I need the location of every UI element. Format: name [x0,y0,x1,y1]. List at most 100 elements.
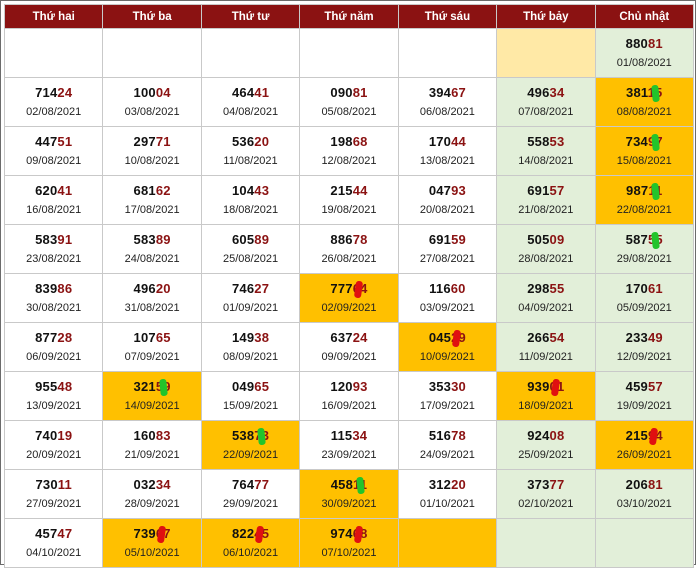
calendar-row: 95548 13/09/2021 32159 14/09/2021 04965 15/09… [3,371,695,421]
result-date: 03/10/2021 [616,498,672,510]
result-number: 58755 [596,232,693,248]
result-number-head: 730 [35,477,58,492]
result-number-head: 637 [330,330,353,345]
result-number-tail: 59 [451,232,466,247]
result-number-tail: 44 [352,183,368,198]
result-date: 01/10/2021 [419,498,475,510]
day-cell: 11660 03/09/2021 [397,273,498,323]
result-number-tail: 81 [647,36,663,51]
day-cell: 10443 18/08/2021 [200,175,301,225]
result-number: 51678 [399,428,496,444]
result-number-tail: 43 [254,183,270,198]
result-number-head: 558 [527,134,550,149]
result-number-head: 458 [330,477,354,492]
result-number: 55853 [497,134,594,150]
result-date: 02/10/2021 [518,498,574,510]
result-number: 74627 [202,281,299,297]
result-number-head: 974 [330,526,353,541]
empty-day-cell [397,28,498,78]
result-date: 14/08/2021 [518,155,574,167]
result-number-head: 045 [428,330,452,345]
result-date: 29/08/2021 [616,253,672,265]
day-cell: 45747 04/10/2021 [3,518,104,568]
result-number-head: 939 [527,379,550,394]
result-number-head: 740 [35,428,58,443]
result-number-head: 215 [330,183,353,198]
result-number: 31220 [399,477,496,493]
result-number-head: 321 [133,379,156,394]
calendar-body: 88081 01/08/2021 71424 02/08/2021 10004 03/08… [3,28,695,568]
result-number: 98711 [596,183,693,199]
day-cell: 29771 10/08/2021 [102,126,202,176]
empty-day-cell [299,28,399,78]
result-date: 26/09/2021 [616,449,672,461]
day-cell: 04965 15/09/2021 [200,371,301,421]
day-cell: 58391 23/08/2021 [3,224,104,274]
result-date: 05/10/2021 [124,547,180,559]
result-number: 32159 [103,379,200,395]
header-monday: Thứ hai [3,4,104,29]
day-cell: 53873 22/09/2021 [200,420,301,470]
result-date: 30/08/2021 [26,302,82,314]
result-number-head: 955 [35,379,58,394]
day-cell: 10004 03/08/2021 [102,77,202,127]
day-cell: 38115 08/08/2021 [594,77,695,127]
day-cell: 92408 25/09/2021 [496,420,596,470]
result-date: 04/09/2021 [518,302,574,314]
result-number-head: 714 [35,85,58,100]
result-number: 39467 [399,85,496,101]
result-number-tail: 86 [57,281,73,296]
result-date: 20/09/2021 [26,449,82,461]
empty-day-cell [496,518,596,568]
result-number: 74019 [5,428,102,444]
result-number: 12093 [300,379,397,395]
day-cell: 55853 14/08/2021 [496,126,596,176]
result-date: 27/08/2021 [419,253,475,265]
result-date: 11/09/2021 [518,351,573,363]
result-number-tail: 34 [549,85,565,100]
result-number: 29855 [497,281,594,297]
result-date: 30/09/2021 [321,498,377,510]
result-number-head: 170 [625,281,648,296]
result-number: 17044 [399,134,496,150]
result-number: 10004 [103,85,200,101]
day-cell: 32159 14/09/2021 [102,371,202,421]
result-number-head: 496 [133,281,156,296]
result-number-tail: 71 [155,134,171,149]
day-cell: 49620 31/08/2021 [102,273,202,323]
result-number: 20681 [596,477,693,493]
result-number-tail: 38 [254,330,270,345]
result-number-tail: 83 [155,428,171,443]
result-date: 06/09/2021 [26,351,82,363]
result-number-head: 233 [625,330,648,345]
day-cell: 68162 17/08/2021 [102,175,202,225]
empty-day-cell [102,28,202,78]
header-tuesday: Thứ ba [102,4,202,29]
empty-day-cell [397,518,498,568]
day-cell: 88081 01/08/2021 [594,28,695,78]
day-cell: 16083 21/09/2021 [102,420,202,470]
result-number: 50509 [497,232,594,248]
day-cell: 23349 12/09/2021 [594,322,695,372]
result-date: 23/09/2021 [321,449,377,461]
result-date: 19/09/2021 [616,400,672,412]
result-number: 53873 [202,428,299,444]
result-date: 07/08/2021 [518,106,574,118]
day-cell: 46441 04/08/2021 [200,77,301,127]
result-number-head: 198 [330,134,353,149]
day-cell: 58755 29/08/2021 [594,224,695,274]
result-number: 14938 [202,330,299,346]
result-number: 71424 [5,85,102,101]
result-number-head: 170 [428,134,452,149]
result-number-head: 691 [527,183,550,198]
empty-day-cell [3,28,104,78]
result-number: 04793 [399,183,496,199]
result-date: 18/08/2021 [223,204,279,216]
result-date: 09/08/2021 [26,155,82,167]
result-number: 73011 [5,477,102,493]
result-number: 77764 [300,281,397,297]
result-date: 12/09/2021 [616,351,672,363]
day-cell: 03234 28/09/2021 [102,469,202,519]
result-date: 12/08/2021 [321,155,377,167]
result-number: 04965 [202,379,299,395]
